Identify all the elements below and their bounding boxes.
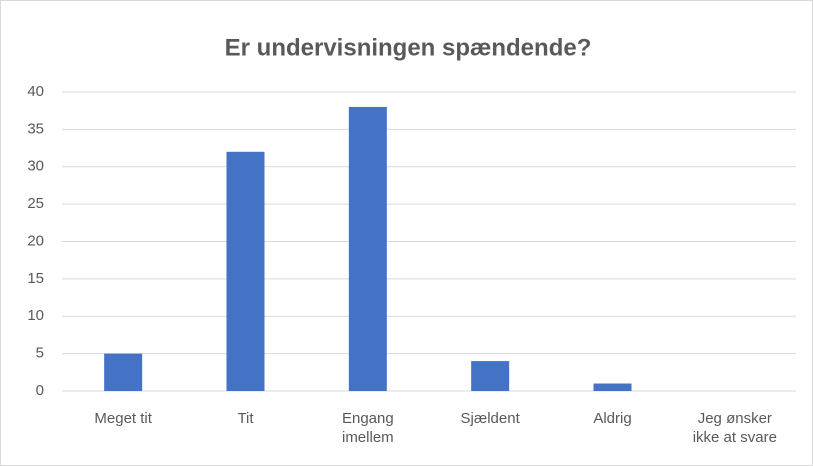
bar [348,106,387,391]
bar [593,383,632,391]
x-tick-label: Tit [237,410,254,427]
chart-title: Er undervisningen spændende? [225,34,592,61]
y-tick-label: 15 [27,270,44,287]
x-tick-label: Sjældent [460,410,520,427]
y-tick-label: 30 [27,158,44,175]
y-tick-label: 0 [36,382,44,399]
x-tick-label: Jeg ønsker ikke at svare [692,410,777,446]
x-tick-label: Engang imellem [341,410,394,446]
y-tick-label: 20 [27,232,44,249]
y-tick-label: 5 [36,345,44,362]
y-tick-label: 10 [27,307,44,324]
y-tick-label: 35 [27,120,44,137]
bar [471,361,510,391]
x-tick-label: Aldrig [593,410,632,427]
bar [226,151,265,391]
bar [104,353,143,391]
y-tick-label: 40 [27,83,44,100]
x-tick-label: Meget tit [94,410,152,427]
y-tick-label: 25 [27,195,44,212]
